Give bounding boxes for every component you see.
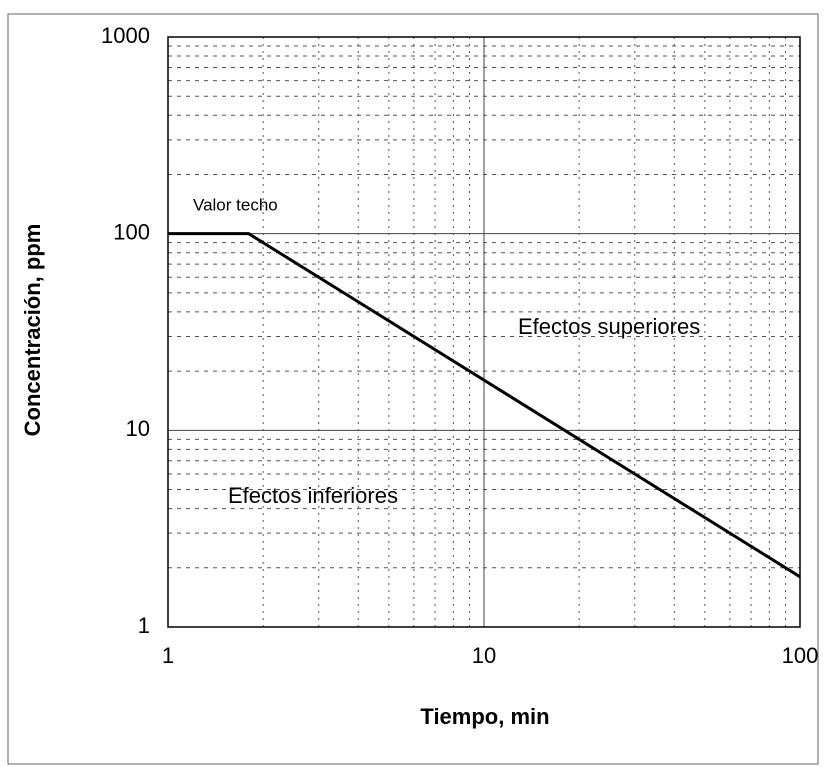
x-tick-label: 10 xyxy=(472,643,496,668)
y-axis-label: Concentración, ppm xyxy=(20,224,45,437)
frame xyxy=(7,13,819,765)
y-tick-label: 10 xyxy=(126,416,150,441)
x-axis-label: Tiempo, min xyxy=(420,704,549,729)
annotation: Efectos superiores xyxy=(518,314,700,339)
annotation: Valor techo xyxy=(193,195,278,214)
line xyxy=(168,232,801,579)
plot-area xyxy=(167,36,801,628)
x-tick-label: 100 xyxy=(782,643,819,668)
y-tick-label: 1 xyxy=(138,613,150,638)
annotation: Efectos inferiores xyxy=(228,483,398,508)
x-tick-label: 1 xyxy=(162,643,174,668)
y-tick-label: 100 xyxy=(113,219,150,244)
y-tick-label: 1000 xyxy=(101,23,150,48)
